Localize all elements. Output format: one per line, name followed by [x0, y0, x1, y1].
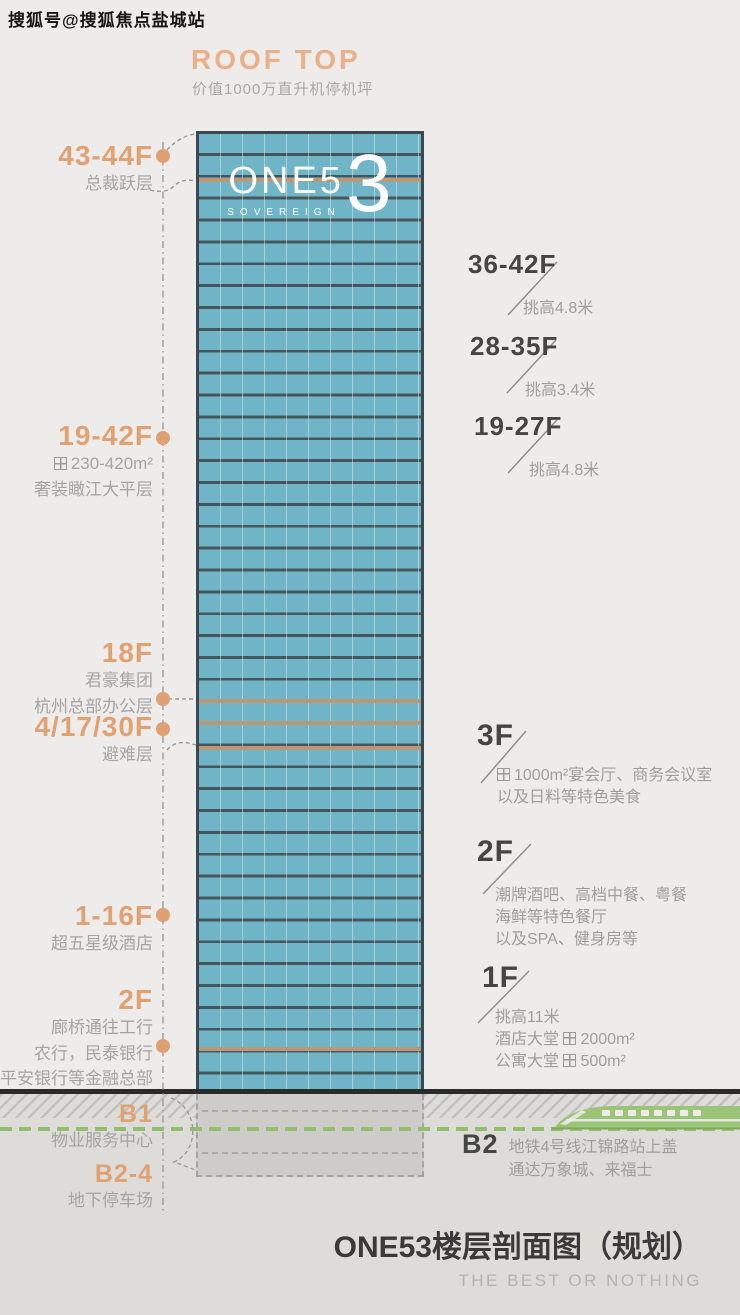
- floor-number: 2F: [118, 984, 153, 1015]
- watermark: 搜狐号@搜狐焦点盐城站: [8, 11, 206, 30]
- floor-desc: 杭州总部办公层: [34, 696, 153, 716]
- floor-number: 4/17/30F: [34, 711, 153, 742]
- floor-label-43-44F: 43-44F 总裁跃层: [58, 141, 153, 196]
- floor-number: 19-42F: [58, 420, 153, 451]
- floor-desc: 230-420m²: [34, 452, 153, 475]
- floor-label-3F: 3F 1000m²宴会厅、商务会议室 以及日料等特色美食: [477, 720, 712, 809]
- area-icon: [563, 1031, 577, 1045]
- floor-desc: 超五星级酒店: [51, 934, 153, 954]
- basement-level-line: [202, 1152, 418, 1154]
- floor-desc: 平安银行等金融总部: [0, 1069, 153, 1089]
- floor-desc: 总裁跃层: [85, 174, 153, 194]
- floor-number: 36-42F: [468, 249, 557, 279]
- logo-subtext: SOVEREIGN: [227, 207, 341, 219]
- floor-number: B1: [119, 1100, 153, 1128]
- diagram-title: ONE53楼层剖面图（规划）: [333, 1231, 702, 1264]
- tower-building: ONE5 3 SOVEREIGN: [196, 131, 424, 1089]
- floor-label-1F: 1F 挑高11米 酒店大堂 2000m² 公寓大堂 500m²: [482, 962, 635, 1073]
- floor-number: 43-44F: [58, 140, 153, 171]
- floor-number: B2: [462, 1129, 499, 1159]
- floor-desc: 地下停车场: [68, 1191, 153, 1211]
- floor-label-2F-right: 2F 潮牌酒吧、高档中餐、粤餐 海鲜等特色餐厅 以及SPA、健身房等: [477, 836, 687, 951]
- floor-desc: 潮牌酒吧、高档中餐、粤餐 海鲜等特色餐厅 以及SPA、健身房等: [495, 886, 688, 948]
- floor-number: 18F: [101, 637, 153, 668]
- diagram-slogan: THE BEST OR NOTHING: [458, 1271, 702, 1290]
- ground-line: [0, 1089, 740, 1094]
- diagram-footer: ONE53楼层剖面图（规划） THE BEST OR NOTHING: [334, 1222, 702, 1291]
- floor-desc: 避难层: [102, 745, 153, 765]
- floor-label-19-42F: 19-42F 230-420m² 奢装瞰江大平层: [34, 421, 153, 501]
- floor-number: 2F: [477, 835, 515, 868]
- floor-label-28-35F: 28-35F 挑高3.4米: [470, 331, 596, 400]
- floor-note: 挑高3.4米: [525, 382, 596, 400]
- floor-label-18F: 18F 君豪集团 杭州总部办公层: [34, 638, 153, 718]
- area-icon: [53, 457, 67, 471]
- floor-label-4-17-30F: 4/17/30F 避难层: [34, 712, 153, 767]
- floor-label-B2-4: B2-4 地下停车场: [68, 1161, 153, 1213]
- one53-logo: ONE5 3 SOVEREIGN: [199, 138, 421, 229]
- floor-label-B1: B1 物业服务中心: [51, 1101, 153, 1153]
- floor-number: 1-16F: [74, 900, 153, 931]
- refuge-floor-line: [199, 1047, 421, 1051]
- refuge-floor-line: [199, 178, 421, 182]
- floor-desc: 农行，民泰银行: [34, 1043, 153, 1063]
- floor-number: 19-27F: [474, 411, 563, 441]
- floor-note: 挑高4.8米: [529, 462, 600, 480]
- floor-label-2F-left: 2F 廊桥通往工行 农行，民泰银行 平安银行等金融总部: [0, 985, 153, 1091]
- refuge-floor-line: [199, 699, 421, 703]
- logo-text: ONE5: [228, 160, 344, 202]
- floor-desc: 地铁4号线江锦路站上盖 通达万象城、来福士: [508, 1139, 678, 1179]
- logo-numeral: 3: [345, 138, 392, 229]
- floor-label-B2: B2 地铁4号线江锦路站上盖 通达万象城、来福士: [462, 1130, 677, 1182]
- floor-label-1-16F: 1-16F 超五星级酒店: [51, 901, 153, 956]
- floor-desc: 挑高11米 酒店大堂 2000m² 公寓大堂 500m²: [495, 1008, 635, 1070]
- roof-subtitle: 价值1000万直升机停机坪: [192, 81, 374, 98]
- area-icon: [497, 767, 510, 781]
- metro-line-4: [0, 1127, 740, 1131]
- floor-label-36-42F: 36-42F 挑高4.8米: [468, 249, 594, 318]
- refuge-floor-line: [199, 721, 421, 725]
- floor-desc: 物业服务中心: [51, 1131, 153, 1151]
- floor-desc: 奢装瞰江大平层: [34, 479, 153, 499]
- basement-box: [196, 1094, 424, 1177]
- floor-label-19-27F: 19-27F 挑高4.8米: [474, 411, 600, 480]
- floor-number: B2-4: [94, 1160, 153, 1188]
- floor-desc: 君豪集团: [85, 671, 153, 691]
- floor-number: 1F: [482, 961, 520, 994]
- refuge-floor-line: [199, 746, 421, 750]
- metro-train-icon: [552, 1106, 740, 1130]
- basement-level-line: [202, 1110, 418, 1112]
- floor-desc: 1000m²宴会厅、商务会议室 以及日料等特色美食: [497, 766, 713, 806]
- floor-note: 挑高4.8米: [523, 300, 594, 318]
- floor-number: 3F: [477, 719, 515, 752]
- floor-desc: 廊桥通往工行: [51, 1018, 153, 1038]
- roof-title: ROOF TOP: [191, 44, 361, 75]
- area-icon: [563, 1053, 577, 1067]
- floor-number: 28-35F: [470, 331, 559, 361]
